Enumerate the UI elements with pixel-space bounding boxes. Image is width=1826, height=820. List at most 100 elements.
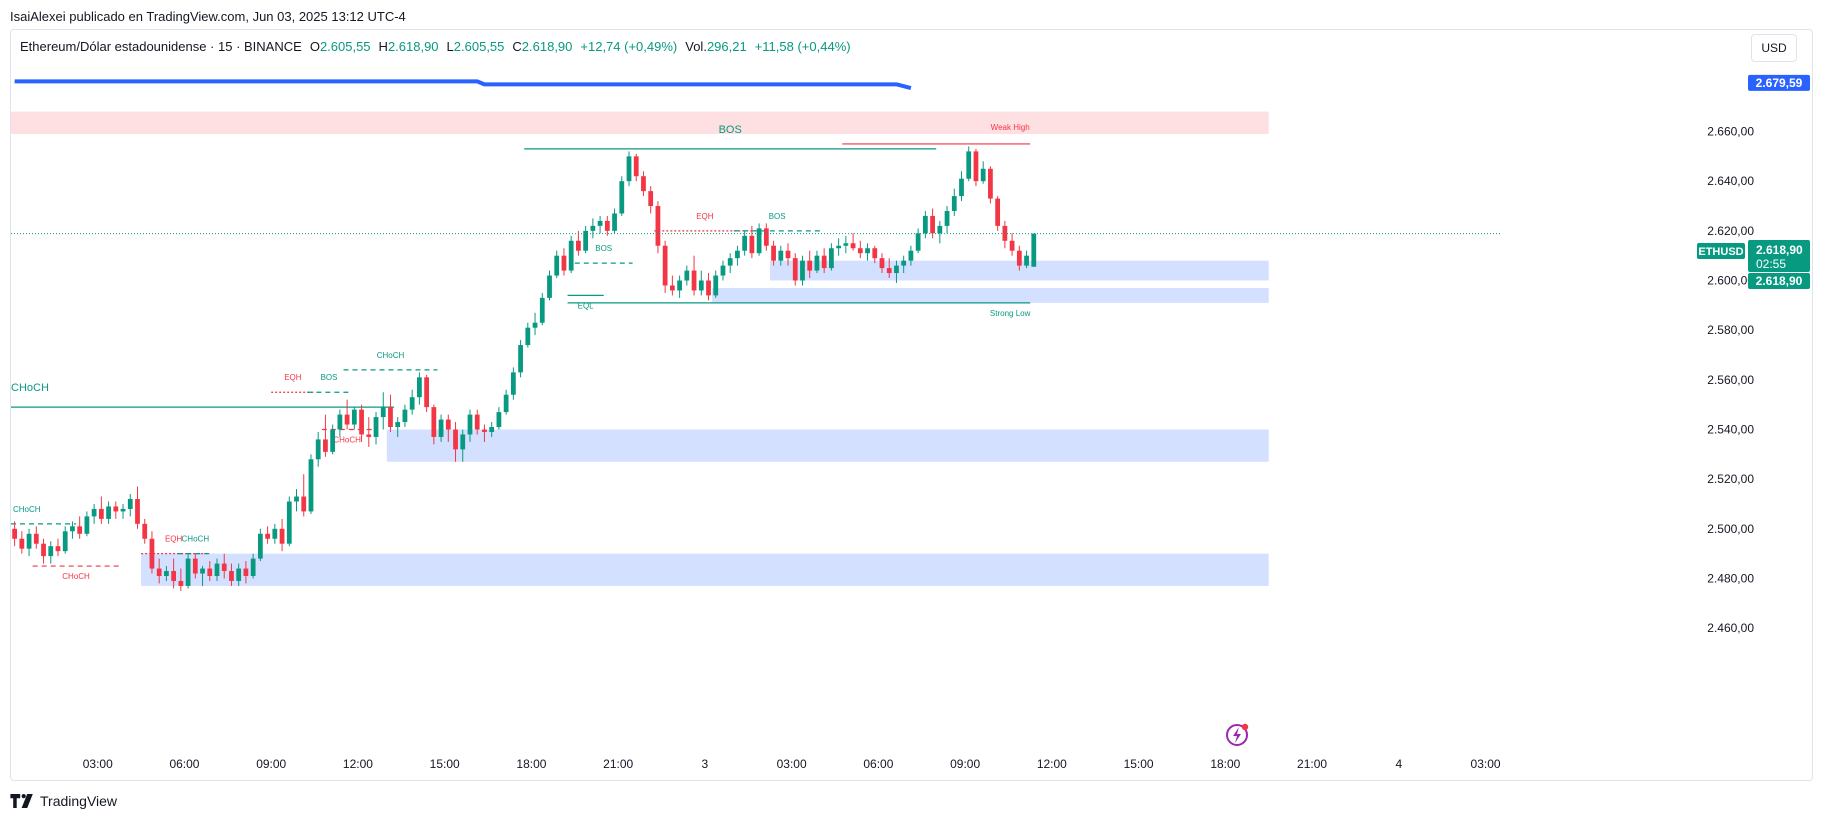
y-tick-label-10: 2.460,00	[1707, 621, 1754, 635]
candle-body-3	[33, 533, 39, 544]
x-tick-label-16: 03:00	[1471, 757, 1501, 771]
x-tick-label-14: 21:00	[1297, 757, 1327, 771]
candle-body-77	[568, 240, 574, 271]
candle-body-95	[698, 280, 704, 291]
y-tick-label-3: 2.600,00	[1707, 274, 1754, 288]
zone-2	[712, 287, 1269, 303]
x-tick-label-4: 15:00	[430, 757, 460, 771]
candle-body-115	[843, 243, 849, 246]
candle-body-36	[272, 528, 278, 539]
candle-body-37	[279, 528, 285, 544]
candle-body-80	[590, 225, 596, 231]
candle-body-109	[800, 260, 805, 281]
candle-body-100	[735, 250, 740, 259]
candle-body-134	[980, 168, 986, 182]
candle-body-76	[561, 255, 567, 271]
candle-body-71	[525, 327, 531, 346]
candle-body-138	[1009, 240, 1015, 251]
countdown-label-bg	[1748, 240, 1810, 272]
structure-label-12: BOS	[595, 244, 612, 253]
x-tick-label-7: 3	[702, 757, 709, 771]
candle-body-67	[496, 412, 502, 428]
tradingview-logo-icon	[10, 794, 33, 808]
candle-body-30	[229, 571, 234, 581]
candle-body-12	[98, 508, 104, 519]
candle-body-62	[460, 434, 466, 450]
candle-body-35	[265, 533, 270, 539]
candle-body-39	[294, 496, 299, 502]
candle-body-127	[930, 215, 935, 234]
zone-3	[386, 429, 1269, 462]
symbol-badge: ETHUSD	[1698, 246, 1743, 258]
candle-body-60	[445, 419, 451, 430]
y-tick-label-2: 2.620,00	[1707, 224, 1754, 238]
candle-body-111	[814, 255, 820, 271]
candle-body-20	[156, 568, 162, 576]
open-value: 2.605,55	[319, 39, 371, 54]
candle-body-38	[286, 501, 292, 544]
candle-body-11	[91, 508, 97, 517]
ma-price-label: 2.679,59	[1756, 76, 1803, 90]
candle-body-81	[597, 220, 603, 226]
y-tick-label-4: 2.580,00	[1707, 323, 1754, 337]
candle-body-129	[944, 210, 950, 226]
close-value: 2.618,90	[521, 39, 573, 54]
candle-body-16	[127, 499, 133, 509]
candle-body-88	[648, 191, 654, 207]
x-tick-label-10: 09:00	[950, 757, 980, 771]
candle-body-52	[388, 407, 393, 428]
x-tick-label-5: 18:00	[516, 757, 546, 771]
y-tick-label-1: 2.640,00	[1707, 174, 1754, 188]
candle-body-54	[402, 409, 408, 423]
candle-body-104	[763, 228, 769, 246]
structure-label-4: CHoCH	[13, 505, 41, 514]
candle-body-93	[684, 270, 690, 281]
countdown-price-label: 2.618,90	[1756, 243, 1803, 257]
candle-body-141	[1031, 233, 1037, 267]
candle-body-15	[120, 508, 126, 512]
zone-4	[141, 553, 1269, 586]
structure-label-0: CHoCH	[11, 382, 49, 394]
candle-body-118	[865, 248, 870, 254]
open-label: O	[309, 39, 320, 54]
volume-label: Vol.	[685, 39, 707, 54]
candle-body-6	[55, 546, 61, 552]
change-value: +12,74 (+0,49%)	[580, 39, 678, 54]
tradingview-brand[interactable]: TradingView	[10, 793, 117, 809]
y-tick-label-9: 2.480,00	[1707, 571, 1754, 585]
candle-body-107	[785, 250, 791, 259]
lightning-event-icon[interactable]	[1226, 723, 1249, 746]
x-tick-label-12: 15:00	[1124, 757, 1154, 771]
candle-body-120	[879, 258, 885, 269]
candle-body-49	[366, 434, 372, 437]
low-value: 2.605,55	[453, 39, 505, 54]
candle-body-32	[243, 568, 249, 576]
symbol-badge-bg	[1697, 243, 1745, 259]
y-tick-label-7: 2.520,00	[1707, 472, 1754, 486]
candle-body-13	[106, 506, 111, 519]
candle-body-132	[966, 151, 972, 179]
candle-body-124	[908, 250, 914, 261]
candle-body-18	[142, 523, 148, 539]
countdown-timer-label: 02:55	[1756, 257, 1786, 271]
currency-button[interactable]: USD	[1751, 34, 1797, 62]
symbol-title[interactable]: Ethereum/Dólar estadounidense · 15 · BIN…	[20, 39, 302, 54]
x-tick-label-3: 12:00	[343, 757, 373, 771]
structure-label-2: Weak High	[991, 123, 1030, 132]
candle-body-92	[677, 280, 682, 291]
candle-body-86	[633, 156, 639, 177]
candle-body-44	[330, 429, 336, 452]
candle-body-87	[641, 176, 646, 192]
candle-body-22	[171, 571, 177, 581]
candle-body-99	[727, 258, 733, 266]
candle-body-4	[41, 543, 46, 557]
x-tick-label-6: 21:00	[603, 757, 633, 771]
candle-body-63	[467, 414, 473, 435]
candle-body-21	[164, 571, 169, 576]
candle-body-84	[619, 181, 625, 214]
structure-label-10: CHoCH	[333, 435, 361, 444]
candle-body-101	[742, 235, 748, 251]
candle-body-90	[662, 245, 668, 286]
